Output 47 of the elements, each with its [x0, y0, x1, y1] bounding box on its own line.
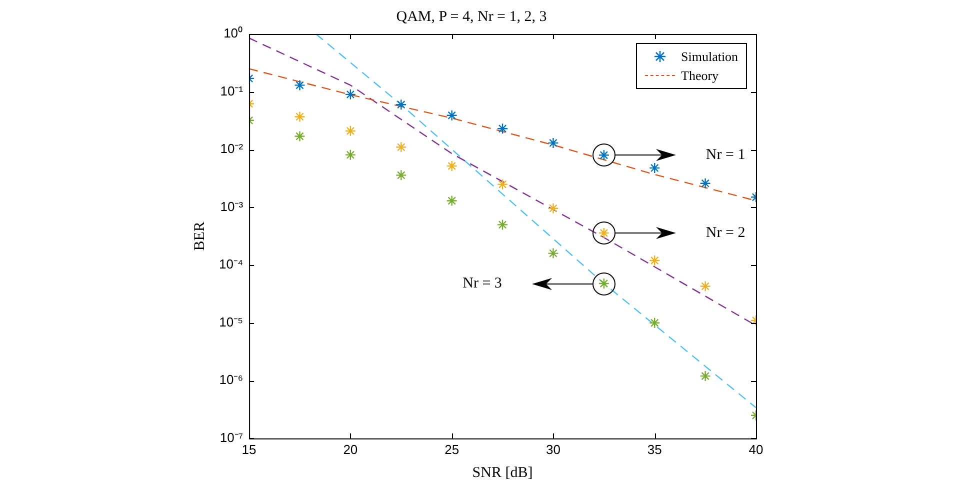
- legend-label: Theory: [681, 68, 719, 84]
- point: [344, 125, 356, 137]
- chart-title: QAM, P = 4, Nr = 1, 2, 3: [396, 8, 547, 25]
- y-tick-label: 10⁻⁴: [219, 256, 244, 272]
- x-tick-label: 15: [242, 442, 256, 457]
- y-tick-label: 10⁻¹: [220, 83, 244, 98]
- point: [548, 137, 559, 149]
- point: [294, 111, 306, 122]
- x-tick-label: 20: [343, 442, 358, 457]
- annotation: Nr = 3: [462, 275, 502, 292]
- y-tick-label: 10⁻⁷: [220, 430, 244, 445]
- legend-label: Simulation: [681, 48, 738, 64]
- y-tick-label: 10⁻³: [220, 198, 244, 214]
- x-tick-label: 40: [748, 442, 764, 457]
- y-tick-label: 10⁰: [224, 26, 244, 41]
- point: [396, 142, 407, 153]
- y-tick-label: 10⁻²: [220, 141, 244, 156]
- x-tick-label: 35: [647, 442, 662, 457]
- y-tick-label: 10⁻⁶: [219, 372, 244, 388]
- annotation: Nr = 1: [706, 147, 746, 164]
- point: [496, 219, 508, 230]
- point: [294, 130, 306, 142]
- point: [396, 98, 407, 110]
- point: [649, 317, 660, 328]
- point: [700, 178, 711, 189]
- line-series: [315, 34, 756, 408]
- point: [496, 123, 508, 134]
- point: [548, 248, 559, 259]
- point: [344, 88, 356, 100]
- point: [548, 202, 559, 214]
- point: [446, 110, 458, 121]
- point: [649, 162, 660, 174]
- x-tick-label: 30: [546, 442, 560, 457]
- y-axis-title: BER: [192, 222, 208, 251]
- point: [446, 160, 458, 172]
- point: [700, 280, 711, 292]
- point: [344, 149, 356, 160]
- y-tick-label: 10⁻⁵: [219, 314, 244, 330]
- point: [649, 254, 660, 266]
- x-axis-title: SNR [dB]: [472, 464, 533, 481]
- point: [446, 195, 458, 206]
- annotation: Nr = 2: [706, 224, 746, 241]
- point: [700, 370, 711, 382]
- x-tick-label: 25: [444, 442, 460, 457]
- point: [396, 170, 407, 181]
- point: [294, 80, 306, 91]
- point: [496, 178, 508, 190]
